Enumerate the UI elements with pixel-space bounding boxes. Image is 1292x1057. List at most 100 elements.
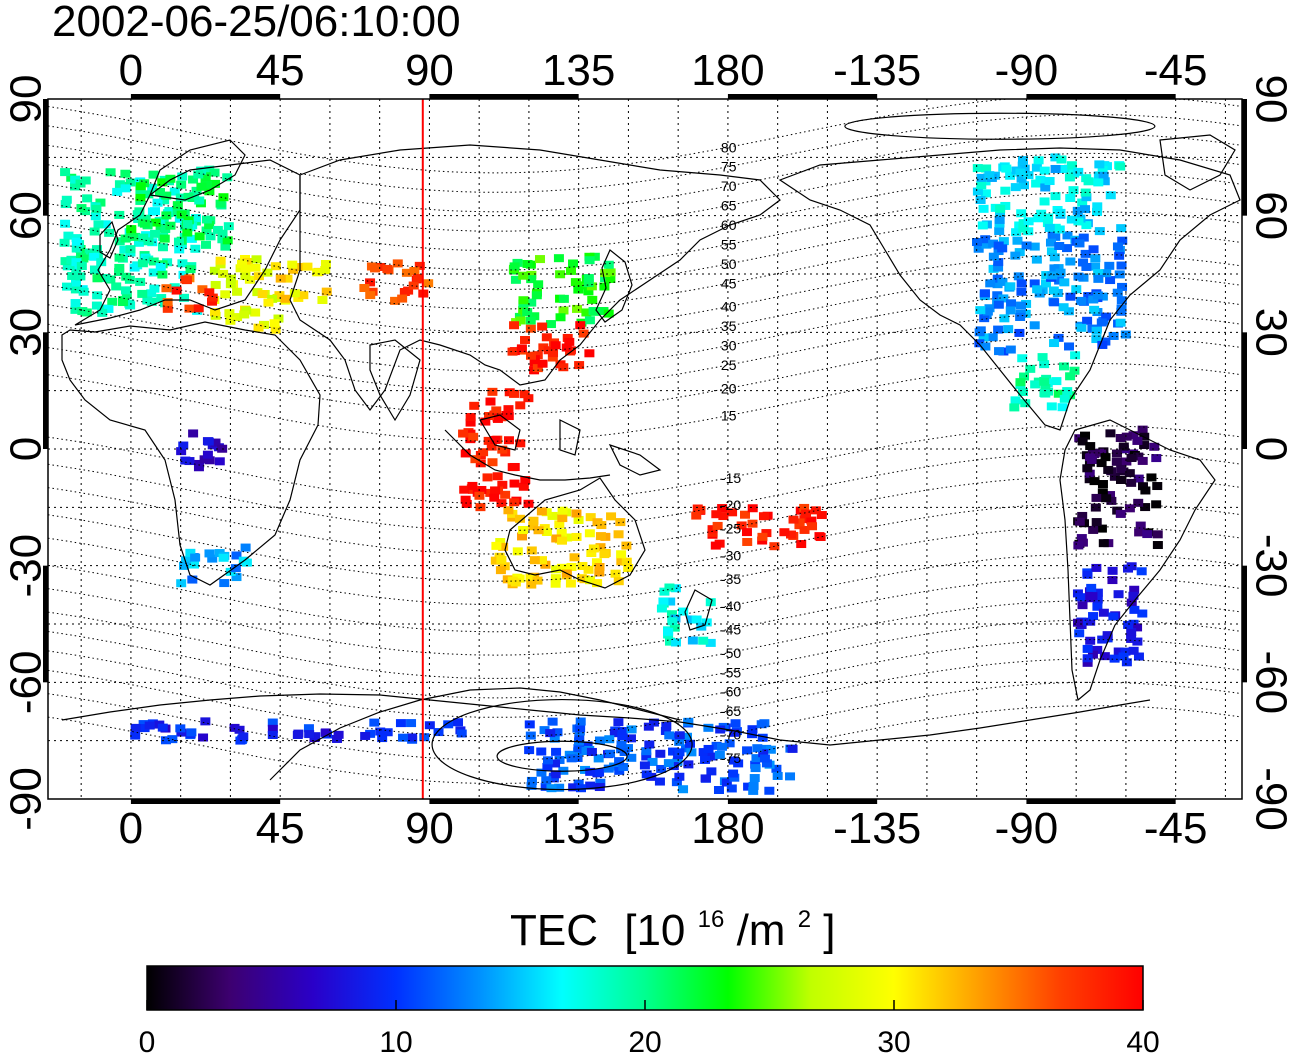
tec-cell <box>162 298 173 307</box>
tec-cell <box>490 486 501 495</box>
tec-cell <box>1046 247 1057 256</box>
tec-cell <box>1109 654 1120 663</box>
tec-cell <box>670 638 681 647</box>
tec-cell <box>581 747 592 756</box>
tec-cell <box>661 722 672 731</box>
tec-cell <box>1066 161 1077 170</box>
tec-cell <box>1076 296 1087 305</box>
tec-cell <box>78 287 89 296</box>
tec-cell <box>61 195 72 204</box>
tec-cell <box>1118 652 1129 661</box>
tec-cell <box>395 719 406 728</box>
tec-cell <box>1083 292 1094 301</box>
tec-cell <box>663 627 674 636</box>
tec-cell <box>1092 645 1103 654</box>
tec-cell <box>238 732 249 741</box>
tec-cell <box>489 493 500 502</box>
tec-cell <box>533 526 544 535</box>
tec-cell <box>1088 245 1099 254</box>
tec-cell <box>124 299 135 308</box>
tec-cell <box>60 219 71 228</box>
tec-cell <box>1102 631 1113 640</box>
tec-cell <box>1015 312 1026 321</box>
maglat-label: -15 <box>721 470 741 486</box>
tec-cell <box>613 530 624 539</box>
tec-cell <box>458 429 469 438</box>
tec-cell <box>398 733 409 742</box>
x-tick-label-top: -135 <box>833 46 921 95</box>
tec-cell <box>92 274 103 283</box>
tec-cell <box>1128 591 1139 600</box>
tec-cell <box>701 618 712 627</box>
colorbar-label: TEC [10 16 /m 2 ] <box>510 888 836 955</box>
tec-cell <box>225 280 236 289</box>
y-tick-label-left: -30 <box>2 534 51 598</box>
tec-cell <box>564 337 575 346</box>
tec-cell <box>232 313 243 322</box>
tec-cell <box>1107 576 1118 585</box>
tec-cell <box>1085 617 1096 626</box>
tec-cell <box>1082 644 1093 653</box>
tec-cell <box>605 268 616 277</box>
tec-cell <box>976 181 987 190</box>
tec-cell <box>566 754 577 763</box>
maglat-label: -55 <box>721 664 741 680</box>
tec-cell <box>178 441 189 450</box>
tec-cell <box>585 513 596 522</box>
magnetic-latitude-labels: 80 75 70 65 60 55 50 45 40 35 30 25 20 15 -15 -20 -25 -30… <box>721 139 741 766</box>
tec-cell <box>1032 285 1043 294</box>
colorbar-tick-label: 40 <box>1126 1026 1159 1057</box>
tec-cell <box>1098 539 1109 548</box>
tec-cell <box>509 321 520 330</box>
tec-cell <box>509 479 520 488</box>
coast-antarctica-east <box>269 687 681 781</box>
tec-cell <box>1108 331 1119 340</box>
maglat-contour <box>48 526 1242 606</box>
tec-cell <box>70 299 81 308</box>
tec-cell <box>114 180 125 189</box>
tec-cell <box>218 193 229 202</box>
tec-cell <box>583 287 594 296</box>
tec-cell <box>1018 219 1029 228</box>
coast-indonesia <box>444 414 662 481</box>
tec-cell <box>578 329 589 338</box>
maglat-label: 80 <box>721 139 737 155</box>
tec-cell <box>169 187 180 196</box>
tec-cell <box>1065 257 1076 266</box>
tec-cell <box>1090 262 1101 271</box>
tec-cell <box>77 307 88 316</box>
tec-cell <box>375 262 386 271</box>
tec-cell <box>1121 432 1132 441</box>
tec-cell <box>573 285 584 294</box>
tec-cell <box>1084 469 1095 478</box>
tec-cell <box>97 308 108 317</box>
tec-cell <box>491 406 502 415</box>
tec-cell <box>583 274 594 283</box>
colorbar-label-unit-close: ] <box>823 906 835 955</box>
colorbar-label-unit-exp: 16 <box>698 906 725 933</box>
tec-cell <box>528 516 539 525</box>
tec-cell <box>1086 455 1097 464</box>
tec-cell <box>528 522 539 531</box>
tec-cell <box>551 747 562 756</box>
maglat-contour <box>48 681 1242 761</box>
maglat-contour <box>48 312 1242 392</box>
tec-cell <box>525 731 536 740</box>
tec-cell <box>654 777 665 786</box>
tec-cell <box>148 257 159 266</box>
tec-cell <box>1054 276 1065 285</box>
tec-cell <box>1036 209 1047 218</box>
tec-cell <box>1076 534 1087 543</box>
tec-cell <box>189 560 200 569</box>
tec-cell <box>1003 325 1014 334</box>
tec-cell <box>994 226 1005 235</box>
tec-cell <box>592 579 603 588</box>
tec-cell <box>621 557 632 566</box>
tec-cell <box>204 549 215 558</box>
tec-cell <box>1098 171 1109 180</box>
tec-cell <box>433 728 444 737</box>
tec-cell <box>748 781 759 790</box>
tec-cell <box>178 270 189 279</box>
tec-cell <box>1023 171 1034 180</box>
tec-cell <box>498 542 509 551</box>
